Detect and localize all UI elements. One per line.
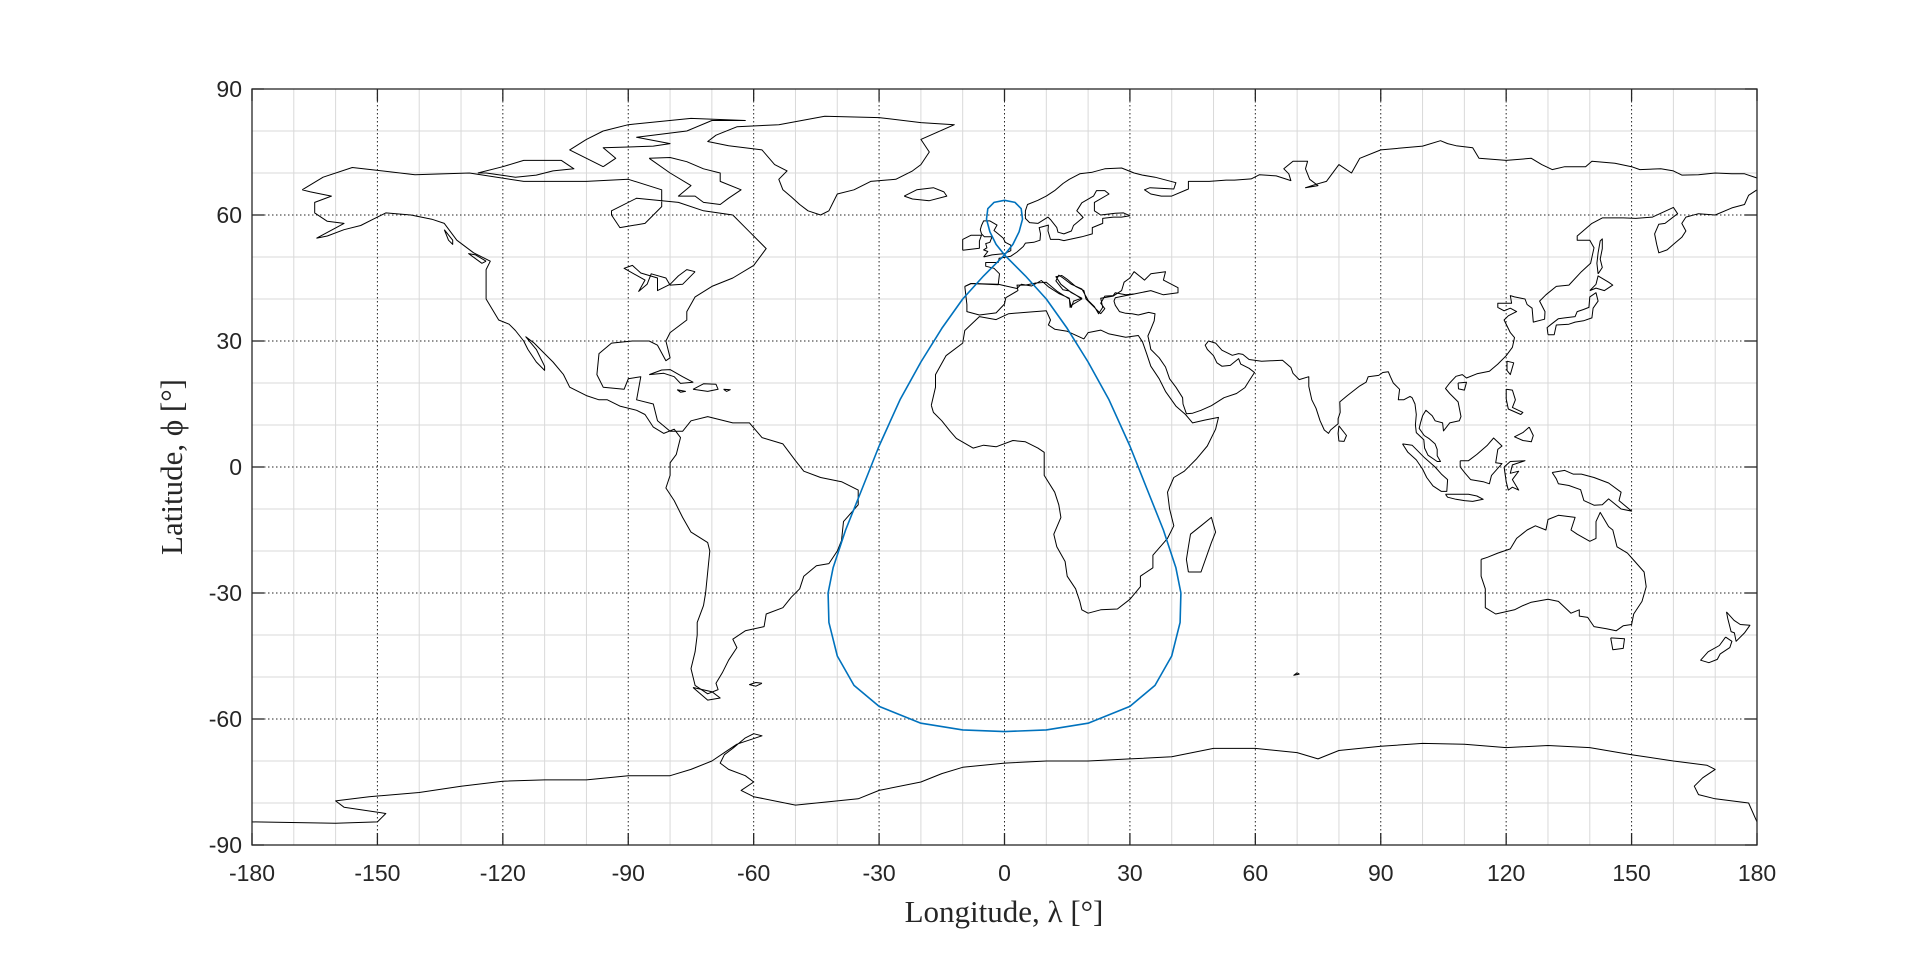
x-tick-label: -150 [354, 860, 400, 886]
coastline [648, 157, 742, 205]
x-tick-label: 60 [1243, 860, 1269, 886]
coastline [1480, 511, 1647, 632]
coastline [1700, 636, 1733, 664]
y-tick-label: -30 [209, 580, 242, 606]
x-tick-label: -90 [612, 860, 645, 886]
coastline [1506, 360, 1515, 376]
coastline [749, 682, 763, 687]
major-grid [252, 89, 1757, 845]
coastline [1551, 469, 1633, 512]
y-tick-label: 0 [229, 454, 242, 480]
x-tick-label: 120 [1487, 860, 1525, 886]
coastline [1503, 460, 1526, 491]
coastline [468, 253, 487, 264]
x-axis-label: Longitude, λ [°] [905, 894, 1104, 929]
y-tick-label: -60 [209, 706, 242, 732]
coastline [623, 264, 696, 292]
x-tick-label: 180 [1738, 860, 1776, 886]
y-tick-label: 30 [216, 328, 242, 354]
y-tick-label: 90 [216, 76, 242, 102]
coastline [1610, 637, 1625, 651]
coastline [964, 140, 1758, 462]
coastline [962, 234, 982, 251]
coastline [443, 229, 454, 245]
coastline [251, 733, 1758, 824]
x-tick-label: -30 [862, 860, 895, 886]
coastline [1596, 238, 1603, 275]
axis-ticks [251, 88, 1758, 846]
coastline [964, 271, 1179, 316]
y-axis-label: Latitude, ϕ [°] [154, 379, 189, 555]
coastline [903, 187, 948, 202]
coastline [676, 389, 686, 393]
coastline [649, 369, 694, 384]
coastline [1514, 426, 1534, 443]
ground-track-line [827, 199, 1182, 733]
coastline [1589, 275, 1614, 292]
coastline [1546, 292, 1599, 336]
coastline [692, 383, 719, 392]
coastline [1293, 672, 1300, 676]
coastline [301, 167, 859, 695]
x-tick-label: 0 [998, 860, 1011, 886]
coastline [1726, 611, 1751, 642]
coastline [569, 117, 746, 168]
coastline [1457, 381, 1467, 391]
x-tick-label: -180 [229, 860, 275, 886]
y-tick-label: 60 [216, 202, 242, 228]
y-tick-label: -90 [209, 832, 242, 858]
coastline [477, 159, 575, 178]
y-tick-labels: -90 -60 -30 0 30 60 90 [209, 76, 242, 858]
coastline [1505, 388, 1524, 415]
coastline [707, 115, 955, 216]
coastline [723, 388, 731, 392]
coastline [1459, 437, 1503, 485]
x-tick-label: 30 [1117, 860, 1143, 886]
coastline [930, 310, 1219, 614]
x-tick-label: -120 [480, 860, 526, 886]
x-tick-label: 150 [1612, 860, 1650, 886]
coastline [1185, 516, 1217, 573]
coastline [692, 687, 721, 701]
x-tick-labels: -180 -150 -120 -90 -60 -30 0 30 60 90 120 150 180 [229, 860, 1776, 886]
x-tick-label: 90 [1368, 860, 1394, 886]
x-tick-label: -60 [737, 860, 770, 886]
coastlines [251, 115, 1758, 824]
coastline [1445, 493, 1484, 502]
coastline [1337, 425, 1347, 442]
coastline [1402, 443, 1449, 492]
ground-track-series [827, 199, 1182, 733]
